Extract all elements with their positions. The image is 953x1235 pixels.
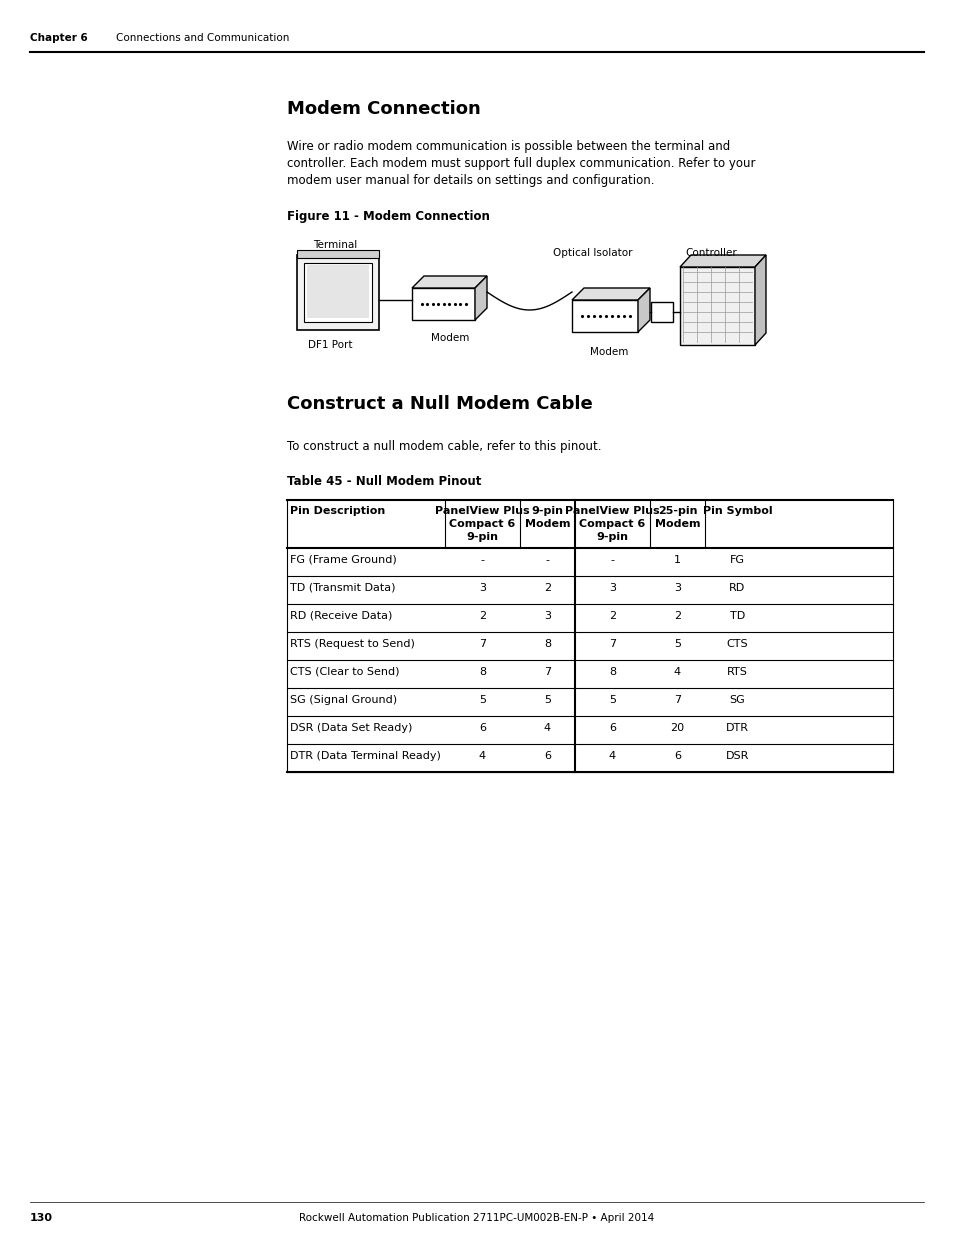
Polygon shape: [679, 254, 765, 267]
Text: 2: 2: [608, 611, 616, 621]
Polygon shape: [412, 288, 475, 320]
Text: 7: 7: [478, 638, 485, 650]
Text: 6: 6: [673, 751, 680, 761]
Polygon shape: [572, 288, 649, 300]
FancyBboxPatch shape: [304, 263, 372, 322]
Text: 6: 6: [608, 722, 616, 734]
Text: 8: 8: [543, 638, 551, 650]
Text: 7: 7: [543, 667, 551, 677]
Text: PanelView Plus: PanelView Plus: [435, 506, 529, 516]
Text: 1: 1: [673, 555, 680, 564]
Text: Connections and Communication: Connections and Communication: [116, 33, 289, 43]
Text: DF1 Port: DF1 Port: [308, 340, 352, 350]
Text: CTS: CTS: [726, 638, 747, 650]
Text: FG: FG: [729, 555, 744, 564]
Text: 7: 7: [608, 638, 616, 650]
Text: CTS (Clear to Send): CTS (Clear to Send): [290, 667, 399, 677]
Text: -: -: [480, 555, 484, 564]
Text: PanelView Plus: PanelView Plus: [564, 506, 659, 516]
Text: Chapter 6: Chapter 6: [30, 33, 88, 43]
Text: -: -: [610, 555, 614, 564]
Text: 5: 5: [543, 695, 551, 705]
Text: Modem: Modem: [524, 519, 570, 529]
Text: 25-pin: 25-pin: [657, 506, 697, 516]
Text: 6: 6: [543, 751, 551, 761]
Text: RTS: RTS: [726, 667, 747, 677]
Polygon shape: [412, 275, 486, 288]
Text: Modem: Modem: [431, 333, 469, 343]
Text: FG (Frame Ground): FG (Frame Ground): [290, 555, 396, 564]
Text: RD (Receive Data): RD (Receive Data): [290, 611, 392, 621]
Text: DSR (Data Set Ready): DSR (Data Set Ready): [290, 722, 412, 734]
Text: 9-pin: 9-pin: [466, 532, 498, 542]
Text: Modem Connection: Modem Connection: [287, 100, 480, 119]
FancyBboxPatch shape: [650, 303, 672, 322]
Text: Terminal: Terminal: [313, 240, 356, 249]
FancyBboxPatch shape: [679, 267, 754, 345]
Text: Compact 6: Compact 6: [449, 519, 515, 529]
Polygon shape: [475, 275, 486, 320]
Text: -: -: [545, 555, 549, 564]
Polygon shape: [572, 300, 638, 332]
Text: Table 45 - Null Modem Pinout: Table 45 - Null Modem Pinout: [287, 475, 481, 488]
Text: Pin Symbol: Pin Symbol: [702, 506, 772, 516]
Text: Compact 6: Compact 6: [578, 519, 645, 529]
Text: 20: 20: [670, 722, 684, 734]
Text: 7: 7: [673, 695, 680, 705]
Polygon shape: [638, 288, 649, 332]
Text: Modem: Modem: [654, 519, 700, 529]
Text: 2: 2: [478, 611, 485, 621]
Text: 5: 5: [608, 695, 616, 705]
Text: 3: 3: [543, 611, 551, 621]
Text: 9-pin: 9-pin: [596, 532, 628, 542]
Text: 4: 4: [673, 667, 680, 677]
Text: 4: 4: [543, 722, 551, 734]
Text: controller. Each modem must support full duplex communication. Refer to your: controller. Each modem must support full…: [287, 157, 755, 170]
Text: Figure 11 - Modem Connection: Figure 11 - Modem Connection: [287, 210, 489, 224]
Text: DTR: DTR: [725, 722, 748, 734]
Text: 8: 8: [608, 667, 616, 677]
Text: TD (Transmit Data): TD (Transmit Data): [290, 583, 395, 593]
Text: modem user manual for details on settings and configuration.: modem user manual for details on setting…: [287, 174, 654, 186]
Text: TD: TD: [729, 611, 744, 621]
Text: DSR: DSR: [725, 751, 748, 761]
Text: 6: 6: [478, 722, 485, 734]
Text: RTS (Request to Send): RTS (Request to Send): [290, 638, 415, 650]
FancyBboxPatch shape: [307, 266, 369, 317]
Text: SG (Signal Ground): SG (Signal Ground): [290, 695, 396, 705]
Text: To construct a null modem cable, refer to this pinout.: To construct a null modem cable, refer t…: [287, 440, 601, 453]
FancyBboxPatch shape: [296, 254, 378, 330]
Text: 130: 130: [30, 1213, 53, 1223]
Text: Controller: Controller: [684, 248, 736, 258]
Text: 4: 4: [478, 751, 485, 761]
Text: 5: 5: [478, 695, 485, 705]
Text: 3: 3: [608, 583, 616, 593]
Text: 9-pin: 9-pin: [531, 506, 563, 516]
Text: 2: 2: [543, 583, 551, 593]
Text: 4: 4: [608, 751, 616, 761]
Text: 5: 5: [673, 638, 680, 650]
Text: Pin Description: Pin Description: [290, 506, 385, 516]
Text: Modem: Modem: [589, 347, 628, 357]
Text: Construct a Null Modem Cable: Construct a Null Modem Cable: [287, 395, 592, 412]
Text: 3: 3: [673, 583, 680, 593]
Text: 8: 8: [478, 667, 485, 677]
Text: Optical Isolator: Optical Isolator: [553, 248, 632, 258]
Text: 3: 3: [478, 583, 485, 593]
Text: DTR (Data Terminal Ready): DTR (Data Terminal Ready): [290, 751, 440, 761]
Text: Wire or radio modem communication is possible between the terminal and: Wire or radio modem communication is pos…: [287, 140, 729, 153]
Text: 2: 2: [673, 611, 680, 621]
Polygon shape: [754, 254, 765, 345]
Text: SG: SG: [729, 695, 744, 705]
Text: RD: RD: [729, 583, 745, 593]
FancyBboxPatch shape: [296, 249, 378, 258]
Text: Rockwell Automation Publication 2711PC-UM002B-EN-P • April 2014: Rockwell Automation Publication 2711PC-U…: [299, 1213, 654, 1223]
